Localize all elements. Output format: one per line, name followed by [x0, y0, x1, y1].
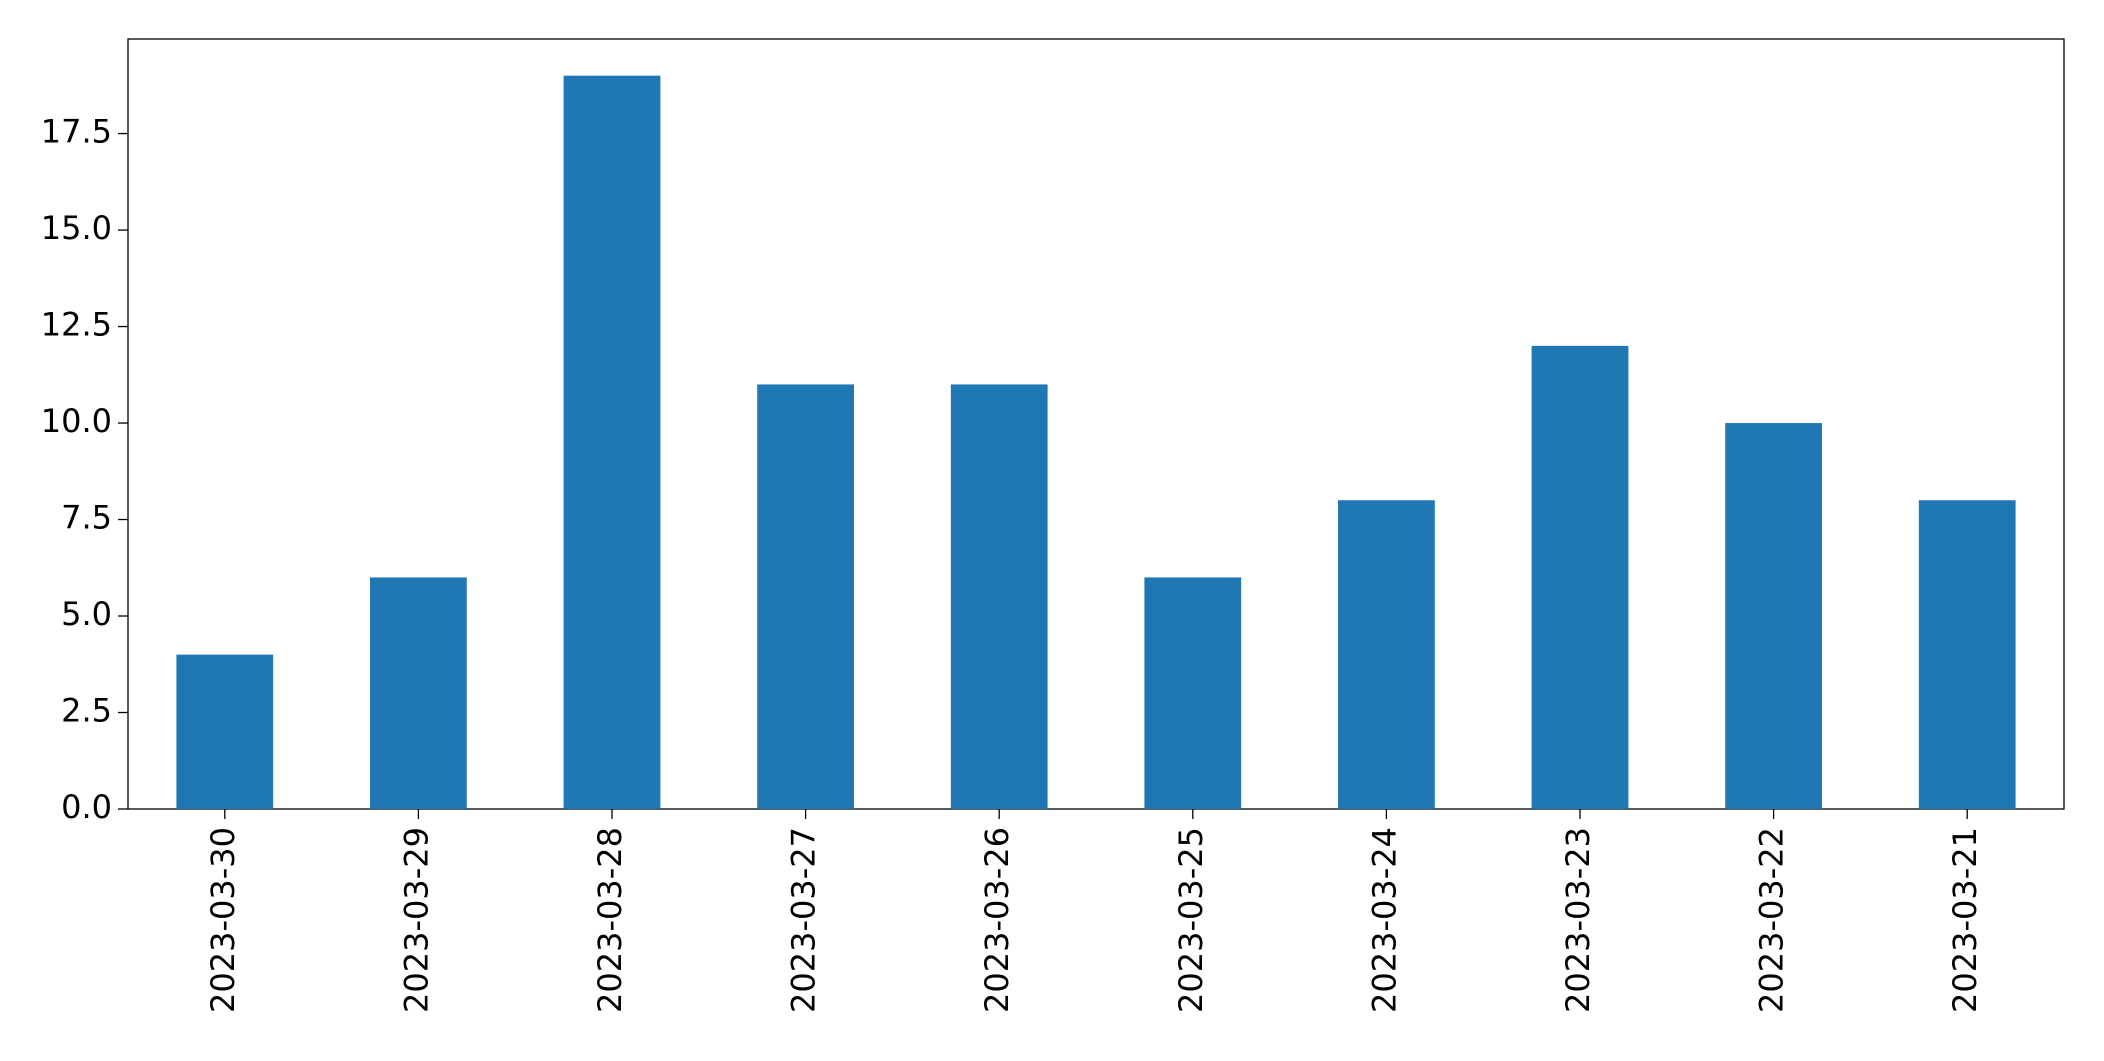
- bar: [1144, 577, 1242, 809]
- x-tick-label: 2023-03-29: [397, 827, 435, 1013]
- bar: [563, 75, 661, 809]
- bar: [1338, 500, 1435, 809]
- y-tick-label: 5.0: [61, 595, 112, 633]
- bar: [1918, 500, 2016, 809]
- x-tick-label: 2023-03-28: [591, 827, 629, 1013]
- x-tick-label: 2023-03-24: [1365, 827, 1403, 1013]
- bar: [1725, 423, 1822, 809]
- y-tick-label: 15.0: [41, 209, 112, 247]
- bar: [370, 577, 467, 809]
- bar: [176, 654, 274, 809]
- plot-frame: [127, 38, 2065, 810]
- x-tick-label: 2023-03-23: [1559, 827, 1597, 1013]
- y-tick-label: 12.5: [41, 306, 112, 344]
- x-tick-label: 2023-03-30: [204, 827, 242, 1013]
- x-tick-label: 2023-03-26: [978, 827, 1016, 1013]
- x-tick-label: 2023-03-21: [1946, 827, 1984, 1013]
- x-tick-label: 2023-03-22: [1753, 827, 1791, 1013]
- x-tick-label: 2023-03-25: [1172, 827, 1210, 1013]
- y-tick-label: 2.5: [61, 692, 112, 730]
- bar: [950, 384, 1048, 809]
- y-tick-label: 7.5: [61, 499, 112, 537]
- y-tick-label: 0.0: [61, 788, 112, 826]
- y-tick-label: 17.5: [41, 113, 112, 151]
- x-tick-label: 2023-03-27: [785, 827, 823, 1013]
- bar: [757, 384, 854, 809]
- bar: [1531, 345, 1629, 809]
- y-tick-label: 10.0: [41, 402, 112, 440]
